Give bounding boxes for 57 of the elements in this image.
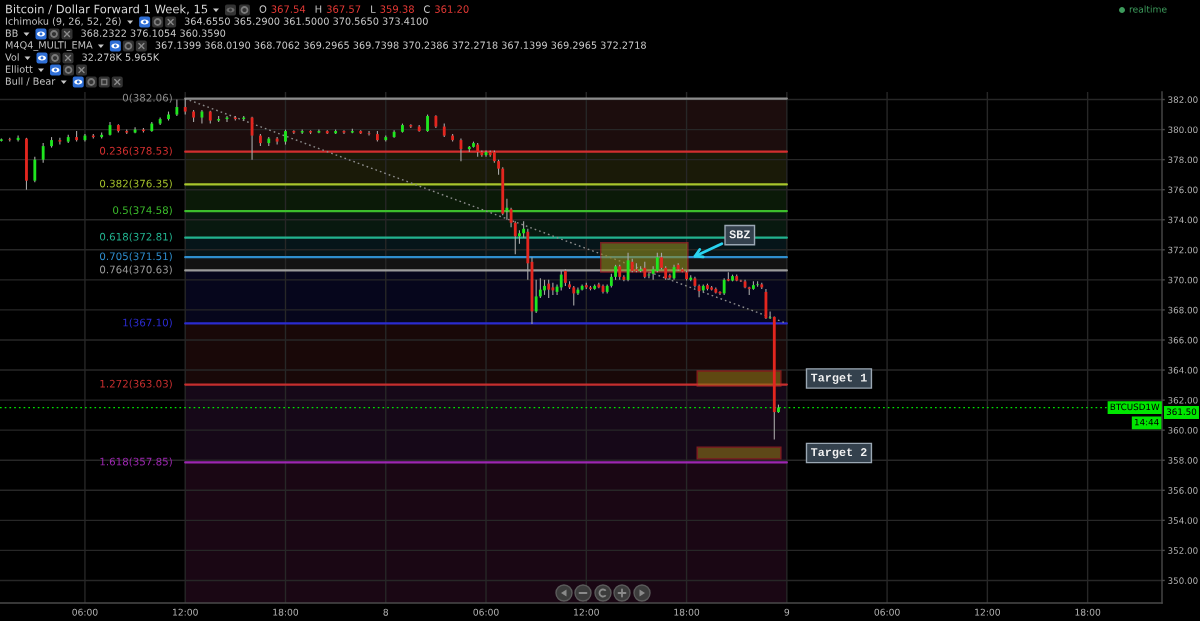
y-tick-label: 364.00 xyxy=(1168,366,1198,374)
annotation: 14:44 xyxy=(1134,418,1159,426)
x-tick-label: 18:00 xyxy=(273,608,299,616)
y-tick-label: 374.00 xyxy=(1168,216,1198,224)
text: M4Q4_MULTI_EMA xyxy=(5,41,93,51)
ref-line-label: 0.764(370.63) xyxy=(99,265,172,275)
x-tick-label: 06:00 xyxy=(874,608,900,616)
y-tick-label: 370.00 xyxy=(1168,276,1198,284)
text: 364.6550 365.2900 361.5000 370.5650 373.4100 xyxy=(184,17,428,25)
y-tick-label: 380.00 xyxy=(1168,126,1198,134)
y-tick-label: 366.00 xyxy=(1168,336,1198,344)
text: 361.50 xyxy=(1166,408,1197,416)
y-tick-label: 350.00 xyxy=(1168,577,1198,584)
ref-line-label: 0.5(374.58) xyxy=(113,206,172,216)
ref-line-label: 0.382(376.35) xyxy=(99,179,172,189)
y-tick-label: 372.00 xyxy=(1168,246,1198,254)
x-tick-label: 9 xyxy=(784,608,790,616)
band-label: Target 2 xyxy=(810,448,867,459)
text: 368.2322 376.1054 360.3590 xyxy=(81,29,226,37)
text: 32.278K 5.965K xyxy=(82,53,160,61)
ref-line-label: 0.618(372.81) xyxy=(99,232,172,242)
chart-title: Bitcoin / Dollar Forward 1 Week, 15 xyxy=(6,4,208,15)
ref-line-label: 1(367.10) xyxy=(123,318,172,328)
y-tick-label: 356.00 xyxy=(1168,487,1198,494)
ref-line-label: BTCUSD1W xyxy=(1110,403,1160,411)
x-tick-label: 8 xyxy=(383,608,389,616)
ref-line-label: 1.618(357.85) xyxy=(100,457,172,467)
y-tick-label: 352.00 xyxy=(1168,547,1198,554)
y-tick-label: 354.00 xyxy=(1168,517,1198,524)
text: Ichimoku (9, 26, 52, 26) xyxy=(5,17,121,26)
band-label: Target 1 xyxy=(810,373,867,384)
x-tick-label: 12:00 xyxy=(574,608,599,616)
ref-line-label: 1.272(363.03) xyxy=(100,379,172,389)
x-tick-label: 12:00 xyxy=(173,608,198,616)
text: BB xyxy=(5,29,18,37)
y-tick-label: 362.00 xyxy=(1168,396,1198,404)
x-tick-label: 18:00 xyxy=(1075,608,1101,616)
x-tick-label: 12:00 xyxy=(975,608,1000,616)
band-label: SBZ xyxy=(729,230,750,239)
x-tick-label: 18:00 xyxy=(674,608,700,616)
y-tick-label: 376.00 xyxy=(1168,186,1198,194)
y-tick-label: 378.00 xyxy=(1168,156,1198,164)
text: Vol xyxy=(5,53,19,61)
y-tick-label: 360.00 xyxy=(1168,426,1198,434)
chart-subtitle: O 367.54 H 367.57 L 359.38 C 361.20 xyxy=(259,5,469,13)
y-tick-label: 382.00 xyxy=(1168,96,1198,103)
text: Bull / Bear xyxy=(5,77,56,86)
text: realtime xyxy=(1129,5,1167,13)
ref-line-label: 0.236(378.53) xyxy=(99,146,172,156)
x-tick-label: 06:00 xyxy=(72,608,98,616)
ref-line-label: 0.705(371.51) xyxy=(99,252,172,262)
ref-line-label: 0(382.06) xyxy=(122,93,172,103)
y-tick-label: 358.00 xyxy=(1168,457,1198,464)
text: 367.1399 368.0190 368.7062 369.2965 369.7398 370.2386 372.2718 367.1399 369.2965 372.2718 xyxy=(155,41,646,49)
text: Elliott xyxy=(5,65,33,73)
y-tick-label: 368.00 xyxy=(1168,306,1198,314)
x-tick-label: 06:00 xyxy=(473,608,499,616)
